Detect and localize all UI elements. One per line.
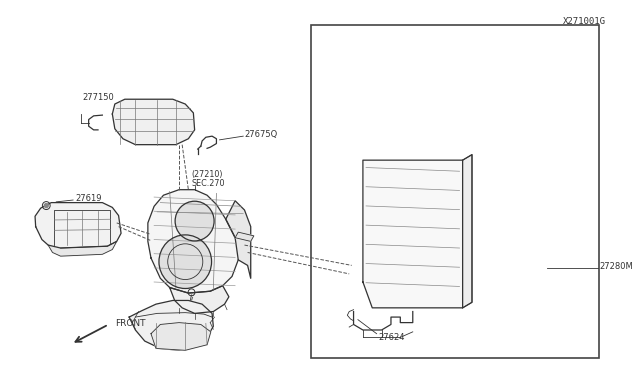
Polygon shape bbox=[48, 241, 116, 256]
Circle shape bbox=[159, 235, 212, 289]
Circle shape bbox=[175, 201, 214, 241]
Polygon shape bbox=[148, 190, 238, 293]
Polygon shape bbox=[113, 99, 195, 145]
Text: (27210): (27210) bbox=[191, 170, 223, 179]
Text: 27624: 27624 bbox=[378, 333, 405, 342]
Polygon shape bbox=[129, 301, 213, 350]
Text: 27675Q: 27675Q bbox=[244, 130, 278, 139]
Text: SEC.270: SEC.270 bbox=[191, 179, 225, 188]
Circle shape bbox=[44, 203, 48, 208]
Polygon shape bbox=[226, 201, 251, 278]
Polygon shape bbox=[151, 323, 211, 350]
Bar bbox=[311, 25, 598, 358]
Text: 277150: 277150 bbox=[83, 93, 114, 102]
Polygon shape bbox=[463, 155, 472, 308]
Text: 27619: 27619 bbox=[75, 195, 101, 203]
Polygon shape bbox=[35, 203, 121, 248]
Text: X271001G: X271001G bbox=[563, 17, 606, 26]
Text: 27280M: 27280M bbox=[600, 262, 634, 271]
Text: FRONT: FRONT bbox=[115, 319, 145, 328]
Polygon shape bbox=[363, 160, 463, 308]
Polygon shape bbox=[170, 286, 229, 313]
Polygon shape bbox=[235, 232, 254, 241]
